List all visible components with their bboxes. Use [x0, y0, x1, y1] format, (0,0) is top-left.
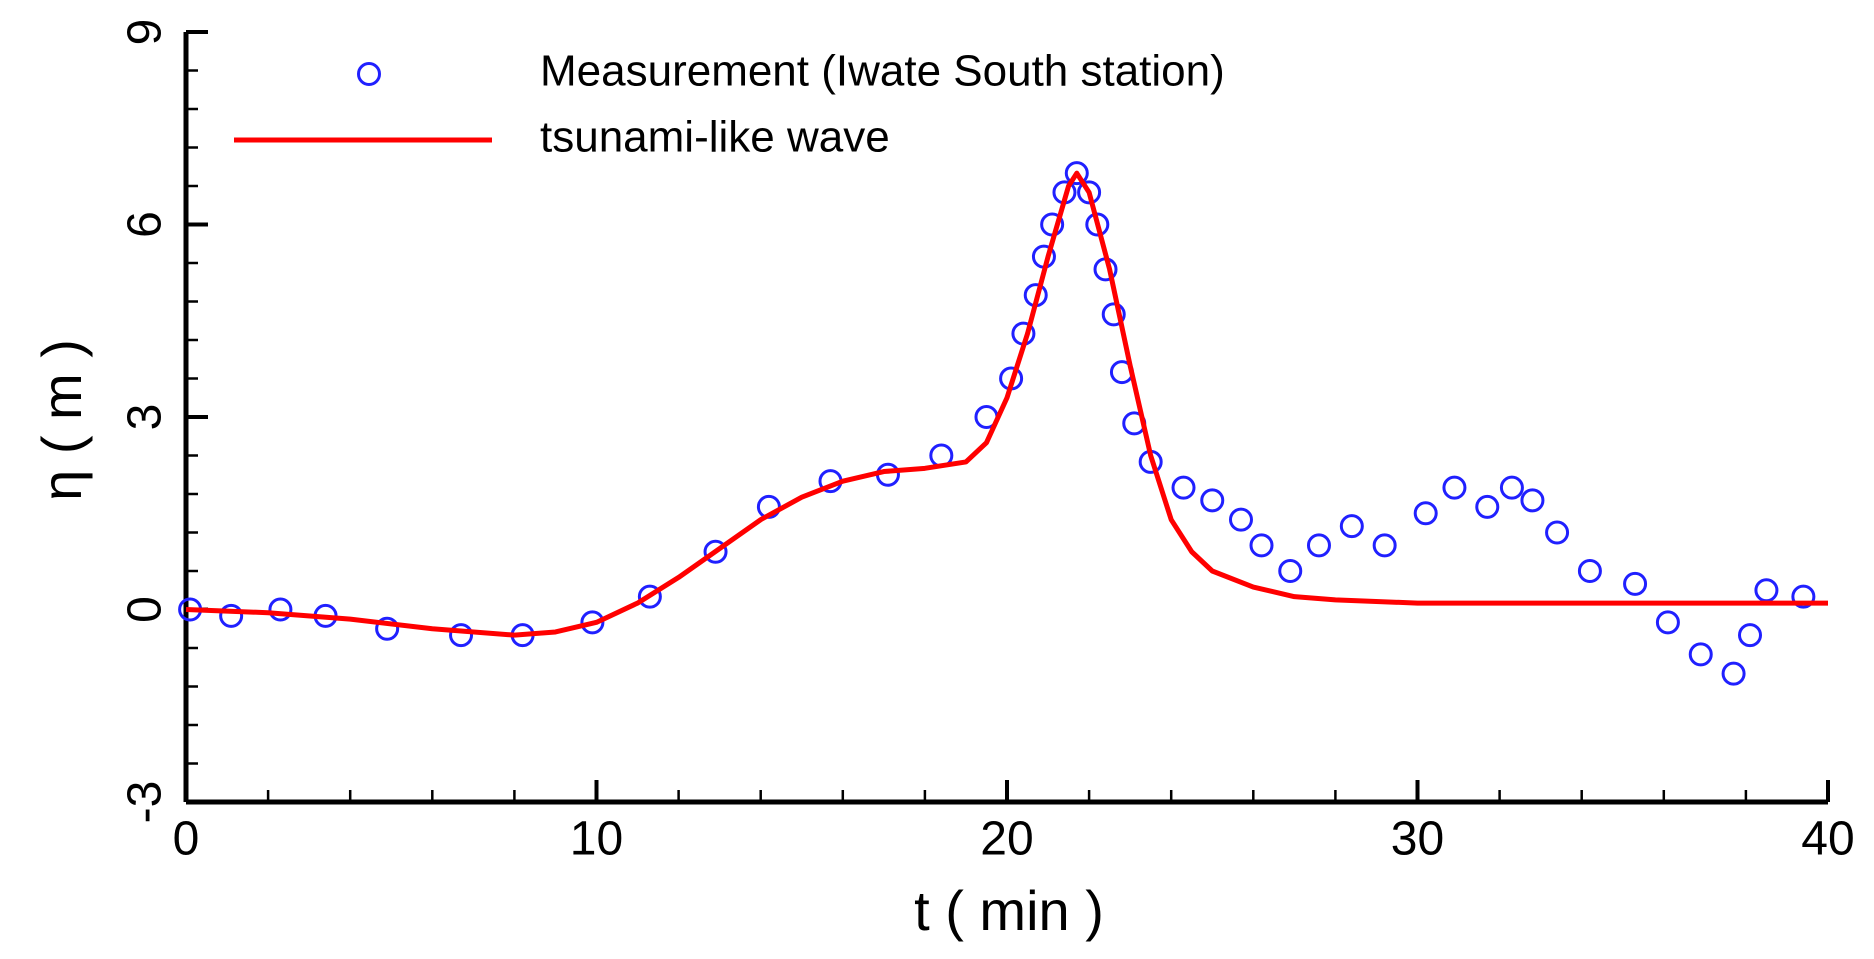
data-point — [1200, 488, 1225, 513]
legend-marker — [357, 62, 381, 86]
y-tick-label: 3 — [119, 404, 172, 431]
data-point — [1278, 559, 1303, 583]
data-point — [1545, 520, 1570, 545]
data-point — [1520, 488, 1545, 513]
legend-label: Measurement (Iwate South station) — [540, 47, 1225, 96]
data-point — [1101, 302, 1126, 327]
x-tick-label: 20 — [980, 813, 1033, 866]
data-point — [1077, 180, 1102, 205]
data-point — [1791, 584, 1816, 609]
y-tick-label: -3 — [119, 781, 172, 824]
data-point — [1721, 661, 1746, 686]
data-point — [1442, 475, 1467, 500]
data-point — [1413, 501, 1438, 526]
data-point — [1738, 623, 1763, 648]
legend-label: tsunami-like wave — [540, 113, 890, 162]
data-point — [1688, 642, 1713, 667]
data-point — [1499, 475, 1524, 500]
data-point — [1475, 494, 1500, 519]
x-tick-label: 40 — [1801, 813, 1854, 866]
data-point — [1171, 475, 1196, 500]
data-line — [185, 170, 1828, 638]
data-point — [1577, 559, 1602, 583]
data-point — [268, 597, 293, 622]
data-point — [1249, 533, 1274, 558]
data-point — [1754, 578, 1779, 603]
data-point — [703, 539, 728, 564]
y-tick-label: 6 — [119, 211, 172, 238]
data-point — [219, 603, 244, 628]
x-tick-label: 30 — [1391, 813, 1444, 866]
data-point — [1372, 533, 1397, 558]
data-point — [1306, 533, 1331, 558]
y-tick-label: 0 — [119, 596, 172, 623]
x-tick-label: 0 — [173, 813, 200, 866]
data-point — [1655, 610, 1680, 635]
data-point — [1064, 161, 1089, 186]
data-point — [449, 623, 474, 648]
data-point — [1623, 571, 1648, 596]
x-axis-label: t ( min ) — [914, 879, 1104, 942]
x-tick-label: 10 — [570, 813, 623, 866]
y-axis-label: η ( m ) — [30, 339, 93, 501]
data-point — [1228, 507, 1253, 532]
data-point — [637, 584, 662, 609]
data-point — [580, 610, 605, 635]
y-tick-label: 9 — [119, 19, 172, 46]
data-point — [375, 616, 400, 641]
data-point — [1339, 514, 1364, 539]
